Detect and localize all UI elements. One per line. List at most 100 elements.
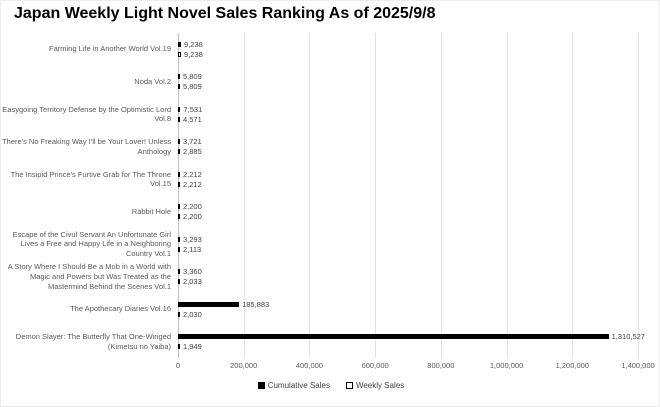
bar-pair: 3,293 2,113 [178,235,638,254]
weekly-sales-bar [178,311,180,317]
weekly-sales-bar [178,246,180,252]
bar-pair: 5,809 5,809 [178,72,638,91]
weekly-sales-bar [178,214,180,220]
bar-line: 9,238 [178,40,638,49]
cumulative-sales-bar [178,106,181,112]
legend-label-weekly-sales: Weekly Sales [355,381,405,390]
bar-line: 2,212 [178,180,638,189]
weekly-sales-bar [178,279,180,285]
weekly-sales-bar [178,344,180,350]
y-axis-line [178,33,179,358]
chart-row: Escape of the Civul Servant An Unfortuna… [1,228,659,261]
bar-pair: 9,238 9,238 [178,40,638,59]
chart-row: The Apothecary Diaries Vol.16 185,883 2,03… [1,293,659,326]
value-label: 1,949 [183,342,202,352]
chart-row: Rabbit Hole 2,200 2,200 [1,196,659,229]
cumulative-sales-bar [178,334,609,340]
value-label: 2,200 [183,202,202,212]
bar-line: 3,360 [178,267,638,276]
chart-row: Demon Slayer: The Butterfly That One-Win… [1,326,659,359]
bar-line: 3,721 [178,137,638,146]
bar-line: 2,033 [178,277,638,286]
bar-line: 2,212 [178,170,638,179]
bar-line: 4,571 [178,115,638,124]
bar-pair: 2,212 2,212 [178,170,638,189]
cumulative-sales-bar [178,204,180,210]
value-label: 9,238 [184,39,203,49]
bar-line: 2,885 [178,147,638,156]
value-label: 9,238 [184,49,203,59]
value-label: 3,360 [183,267,202,277]
cumulative-sales-bar [178,41,182,47]
bar-pair: 3,360 2,033 [178,267,638,286]
weekly-sales-bar [178,181,180,187]
category-label: A Story Where I Should Be a Mob in a Wor… [7,262,171,291]
x-axis-tick-label: 1,200,000 [555,361,589,370]
chart-row: The Insipid Prince's Furtive Grab for Th… [1,163,659,196]
weekly-sales-bar [178,84,180,90]
legend-item-cumulative-sales: Cumulative Sales [257,381,330,390]
value-label: 1,310,527 [611,332,645,342]
gridline [506,33,508,358]
gridline [375,33,377,358]
bar-line: 2,200 [178,212,638,221]
bar-line: 9,238 [178,50,638,59]
bar-pair: 7,531 4,571 [178,105,638,124]
bar-line: 1,310,527 [178,332,645,341]
category-label: Noda Vol.2 [134,76,171,86]
value-label: 2,885 [183,147,202,157]
chart-row: Farming Life in Another World Vol.19 9,23… [1,33,659,66]
gridline [243,33,245,358]
cumulative-sales-swatch-icon [257,382,265,389]
x-axis-tick-label: 0 [175,361,181,370]
bar-line: 5,809 [178,72,638,81]
category-label: Demon Slayer: The Butterfly That One-Win… [15,332,171,351]
category-label: Escape of the Civul Servant An Unfortuna… [12,229,171,259]
weekly-sales-bar [178,116,180,122]
plot-area [178,33,639,358]
x-axis-tick-label: 600,000 [361,361,389,370]
gridline [638,33,639,358]
cumulative-sales-bar [178,236,180,242]
cumulative-sales-bar [178,171,180,177]
x-axis-tick-label: 200,000 [230,361,258,370]
x-axis-tick-label: 400,000 [295,361,323,370]
bar-line: 2,030 [178,310,638,319]
gridline [572,33,574,358]
category-label: Easygoing Territory Defense by the Optim… [2,104,171,124]
chart-row: Noda Vol.2 5,809 5,809 [1,66,659,99]
value-label: 4,571 [183,114,202,124]
chart-row: There's No Freaking Way I'll be Your Lov… [1,131,659,164]
category-label: The Insipid Prince's Furtive Grab for Th… [10,169,171,189]
category-label: The Apothecary Diaries Vol.16 [70,304,171,314]
bar-line: 2,113 [178,245,638,254]
cumulative-sales-bar [178,139,180,145]
x-axis-tick-label: 800,000 [427,361,455,370]
bar-line: 5,809 [178,82,638,91]
cumulative-sales-bar [178,269,180,275]
bar-pair: 1,310,527 1,949 [178,332,645,352]
gridline [309,33,311,358]
value-label: 2,212 [183,179,202,189]
cumulative-sales-bar [178,301,240,307]
chart-row: A Story Where I Should Be a Mob in a Wor… [1,261,659,294]
value-label: 2,033 [183,277,202,287]
x-axis: 0 200,000 400,000 600,000 800,000 1,000,000 1,… [175,361,655,373]
bar-line: 2,200 [178,202,638,211]
bar-line: 7,531 [178,105,638,114]
legend-item-weekly-sales: Weekly Sales [345,381,405,390]
legend: Cumulative Sales Weekly Sales [1,381,659,390]
value-label: 2,200 [183,212,202,222]
value-label: 2,030 [183,309,202,319]
bar-pair: 2,200 2,200 [178,202,638,221]
value-label: 2,113 [183,244,202,254]
chart-row: Easygoing Territory Defense by the Optim… [1,98,659,131]
chart-title: Japan Weekly Light Novel Sales Ranking A… [14,5,436,22]
cumulative-sales-bar [178,74,180,80]
x-axis-tick-label: 1,400,000 [621,361,655,370]
value-label: 5,809 [183,82,202,92]
value-label: 2,212 [183,169,202,179]
bar-pair: 185,883 2,030 [178,300,638,319]
weekly-sales-bar [178,149,180,155]
value-label: 7,531 [183,104,203,114]
